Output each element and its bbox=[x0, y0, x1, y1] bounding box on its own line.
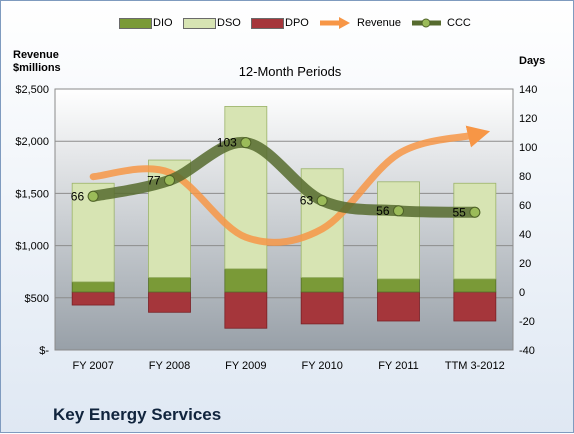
y-right-tick-label: 40 bbox=[519, 229, 531, 241]
point-ccc bbox=[164, 174, 175, 186]
legend-label-revenue: Revenue bbox=[357, 17, 402, 29]
left-axis-ticks: $- $500 $1,000 $1,500 $2,000 $2,500 bbox=[15, 84, 49, 357]
y-left-tick-label: $2,000 bbox=[15, 136, 49, 148]
y-right-tick-label: 140 bbox=[519, 84, 537, 96]
bar-dso bbox=[300, 168, 344, 278]
label-ccc: 55 bbox=[452, 205, 466, 219]
bar-dpo bbox=[453, 291, 497, 322]
point-ccc bbox=[87, 190, 99, 202]
bar-dio bbox=[300, 277, 344, 293]
point-ccc bbox=[240, 137, 252, 149]
x-tick-label: FY 2010 bbox=[301, 360, 342, 372]
y-right-tick-label: 80 bbox=[519, 171, 531, 183]
bar-dso bbox=[377, 181, 420, 280]
bar-dpo bbox=[300, 291, 344, 325]
point-ccc bbox=[469, 206, 481, 218]
label-ccc: 77 bbox=[147, 173, 161, 187]
bars-group bbox=[71, 106, 497, 329]
bar-dpo bbox=[71, 291, 115, 306]
bar-dpo bbox=[224, 291, 268, 329]
legend-line-revenue bbox=[320, 17, 350, 29]
legend: DIO DSO DPO Revenue CCC bbox=[1, 15, 574, 31]
bar-dio bbox=[148, 277, 191, 293]
y-left-label-line2: $millions bbox=[13, 62, 61, 74]
y-right-tick-label: 100 bbox=[519, 142, 537, 154]
y-left-label-line1: Revenue bbox=[13, 49, 59, 61]
y-right-tick-label: 0 bbox=[519, 287, 525, 299]
y-left-tick-label: $1,500 bbox=[15, 188, 49, 200]
right-axis-ticks: -40 -20 0 20 40 60 80 100 120 140 bbox=[519, 84, 537, 357]
y-right-tick-label: -40 bbox=[519, 345, 535, 357]
y-left-tick-label: $500 bbox=[25, 293, 49, 305]
lines-group: 66 77 103 63 56 55 bbox=[71, 125, 491, 246]
legend-label-ccc: CCC bbox=[447, 17, 471, 29]
x-tick-label: FY 2011 bbox=[378, 360, 419, 372]
legend-swatch-dpo bbox=[251, 18, 284, 29]
legend-swatch-dso bbox=[183, 18, 216, 29]
label-ccc: 66 bbox=[71, 189, 85, 203]
label-ccc: 63 bbox=[300, 194, 314, 208]
y-left-tick-label: $2,500 bbox=[15, 84, 49, 96]
bar-dpo bbox=[148, 291, 191, 313]
x-tick-label: FY 2009 bbox=[225, 360, 266, 372]
legend-swatch-dio bbox=[119, 18, 152, 29]
chart-title: 12-Month Periods bbox=[239, 64, 342, 79]
x-tick-label: FY 2007 bbox=[72, 360, 113, 372]
bar-dio bbox=[453, 278, 497, 293]
line-revenue bbox=[89, 125, 491, 246]
bar-dio bbox=[224, 268, 268, 293]
x-tick-label: TTM 3-2012 bbox=[445, 360, 505, 372]
legend-label-dio: DIO bbox=[153, 17, 173, 29]
y-right-tick-label: -20 bbox=[519, 316, 535, 328]
y-right-tick-label: 120 bbox=[519, 113, 537, 125]
bar-dso bbox=[453, 182, 497, 280]
legend-label-dpo: DPO bbox=[285, 17, 309, 29]
plot-area bbox=[54, 88, 514, 351]
company-name: Key Energy Services bbox=[53, 405, 222, 424]
y-left-tick-label: $1,000 bbox=[15, 241, 49, 253]
x-axis-ticks: FY 2007 FY 2008 FY 2009 FY 2010 FY 2011 TTM 3… bbox=[72, 360, 504, 372]
point-ccc bbox=[393, 205, 404, 217]
bar-dpo bbox=[377, 291, 420, 322]
legend-label-dso: DSO bbox=[217, 17, 241, 29]
y-right-label: Days bbox=[519, 55, 545, 67]
bar-dio bbox=[71, 281, 115, 293]
label-ccc: 56 bbox=[376, 204, 390, 218]
point-ccc bbox=[316, 195, 328, 207]
label-ccc: 103 bbox=[217, 136, 237, 150]
x-tick-label: FY 2008 bbox=[149, 360, 190, 372]
legend-line-ccc bbox=[412, 18, 441, 28]
y-right-tick-label: 60 bbox=[519, 200, 531, 212]
y-right-tick-label: 20 bbox=[519, 258, 531, 270]
y-left-tick-label: $- bbox=[39, 345, 49, 357]
bar-dio bbox=[377, 278, 420, 293]
